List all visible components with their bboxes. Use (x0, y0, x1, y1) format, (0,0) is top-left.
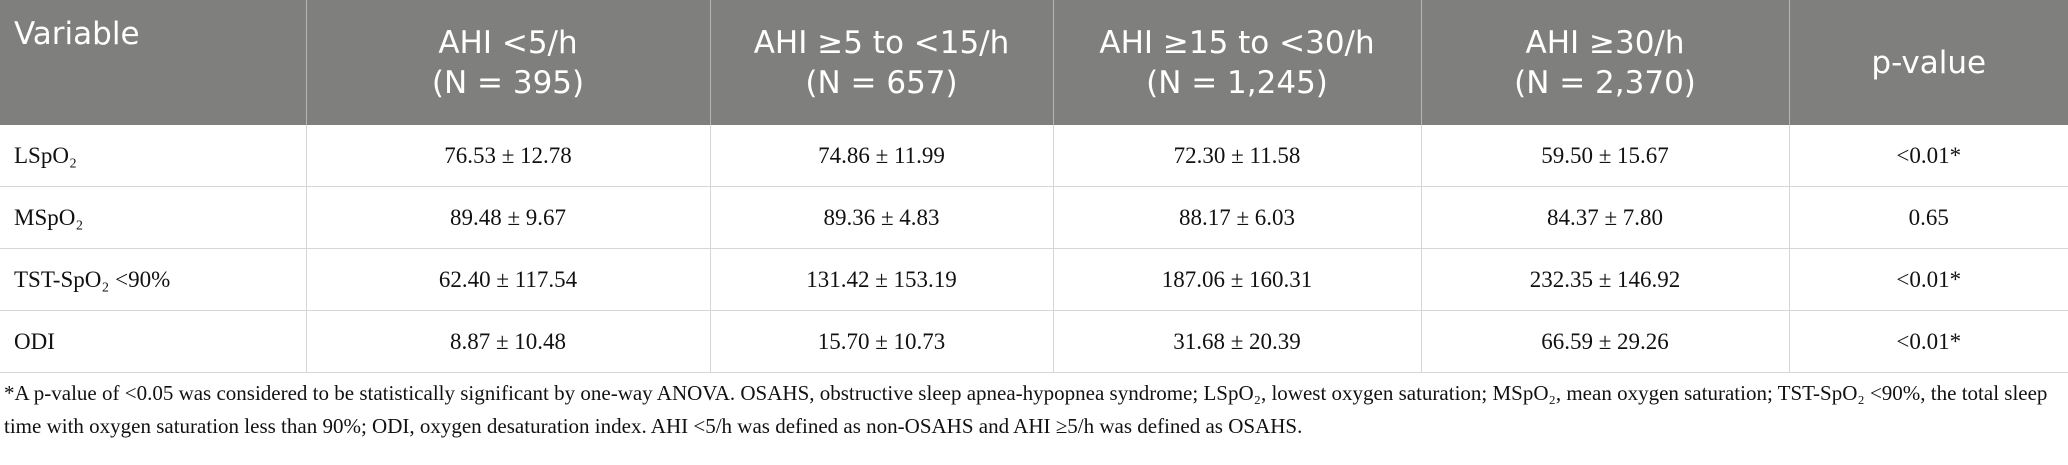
cell: 89.36 ± 4.83 (710, 186, 1054, 249)
cell: 131.42 ± 153.19 (710, 248, 1054, 311)
header-line: (N = 657) (805, 64, 958, 101)
header-line: (N = 395) (431, 64, 585, 101)
cell: 72.30 ± 11.58 (1053, 125, 1422, 187)
row-label: MSpO₂ (0, 186, 307, 249)
cell: 15.70 ± 10.73 (710, 310, 1054, 373)
header-line: AHI ≥15 to <30/h (1099, 24, 1375, 61)
cell: 62.40 ± 117.54 (306, 248, 711, 311)
table-row: TST-SpO₂ <90% 62.40 ± 117.54 131.42 ± 153.… (0, 248, 2068, 311)
table-row: ODI 8.87 ± 10.48 15.70 ± 10.73 31.68 ± 20.3… (0, 310, 2068, 373)
header-line: Variable (14, 16, 140, 52)
cell: 8.87 ± 10.48 (306, 310, 711, 373)
cell: 74.86 ± 11.99 (710, 125, 1054, 187)
cell: <0.01* (1789, 248, 2068, 311)
header-line: AHI <5/h (438, 24, 578, 61)
cell: 0.65 (1789, 186, 2068, 249)
cell: 31.68 ± 20.39 (1053, 310, 1422, 373)
table-body: LSpO₂ 76.53 ± 12.78 74.86 ± 11.99 72.30 ± 1… (0, 125, 2068, 373)
row-label: LSpO₂ (0, 125, 307, 187)
cell: <0.01* (1789, 125, 2068, 187)
header-cell: AHI ≥5 to <15/h (N = 657) (710, 0, 1054, 125)
header-cell: AHI ≥30/h (N = 2,370) (1421, 0, 1790, 125)
cell: 76.53 ± 12.78 (306, 125, 711, 187)
header-cell: p-value (1789, 0, 2068, 125)
cell: 232.35 ± 146.92 (1421, 248, 1790, 311)
cell: 89.48 ± 9.67 (306, 186, 711, 249)
header-cell: Variable (0, 0, 307, 125)
header-line: AHI ≥5 to <15/h (753, 24, 1010, 61)
header-line: (N = 2,370) (1514, 64, 1696, 101)
cell: 88.17 ± 6.03 (1053, 186, 1422, 249)
cell: 66.59 ± 29.26 (1421, 310, 1790, 373)
row-label: TST-SpO₂ <90% (0, 248, 307, 311)
header-line: AHI ≥30/h (1525, 24, 1685, 61)
cell: 84.37 ± 7.80 (1421, 186, 1790, 249)
data-table: Variable AHI <5/h (N = 395) AHI ≥5 to <15/h… (0, 0, 2068, 373)
header-cell: AHI <5/h (N = 395) (306, 0, 711, 125)
cell: 187.06 ± 160.31 (1053, 248, 1422, 311)
table-row: LSpO₂ 76.53 ± 12.78 74.86 ± 11.99 72.30 ± 1… (0, 125, 2068, 187)
header-cell: AHI ≥15 to <30/h (N = 1,245) (1053, 0, 1422, 125)
cell: 59.50 ± 15.67 (1421, 125, 1790, 187)
header-line: p-value (1871, 44, 1987, 81)
row-label: ODI (0, 310, 307, 373)
header-row: Variable AHI <5/h (N = 395) AHI ≥5 to <15/h… (0, 0, 2068, 125)
table-row: MSpO₂ 89.48 ± 9.67 89.36 ± 4.83 88.17 ± 6.0… (0, 186, 2068, 249)
cell: <0.01* (1789, 310, 2068, 373)
footnote: *A p-value of <0.05 was considered to be… (4, 381, 2048, 438)
header-line: (N = 1,245) (1146, 64, 1328, 101)
